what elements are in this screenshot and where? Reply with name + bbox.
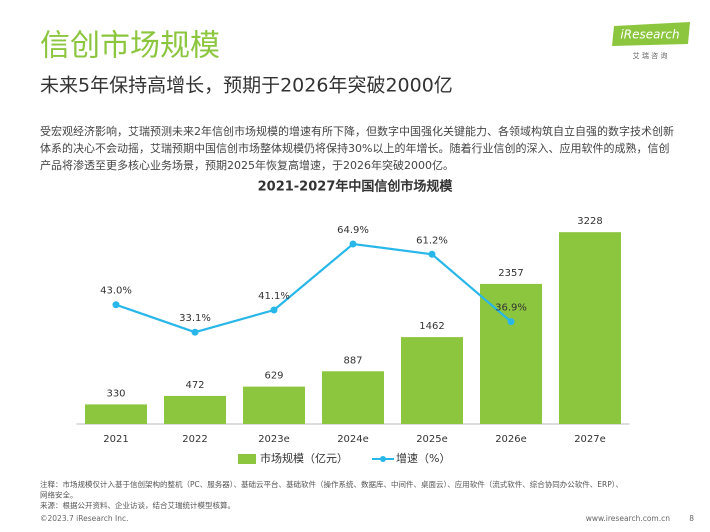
bar-value-label: 3228	[577, 216, 602, 227]
bar-value-label: 629	[264, 371, 283, 382]
x-tick-label: 2023e	[258, 434, 290, 445]
line-value-label: 43.0%	[100, 286, 132, 297]
chart-title: 2021-2027年中国信创市场规模	[258, 179, 454, 195]
bar	[164, 395, 226, 424]
bar	[322, 371, 384, 424]
x-tick-label: 2026e	[495, 434, 527, 445]
line-point	[112, 301, 120, 309]
line-point	[507, 318, 515, 326]
note-text: 网络安全。	[40, 490, 78, 500]
legend-label: 市场规模（亿元）	[260, 451, 348, 465]
line-value-label: 61.2%	[416, 235, 448, 246]
legend-swatch	[380, 456, 386, 462]
legend-label: 增速（%）	[396, 451, 450, 465]
note-text: 注释：市场规模仅计入基于信创架构的整机（PC、服务器）、基础云平台、基础软件（操…	[40, 479, 623, 489]
footer-copyright: ©2023.7 iResearch Inc.	[40, 514, 128, 523]
bar	[243, 386, 305, 424]
line-value-label: 41.1%	[258, 291, 290, 302]
x-tick-label: 2024e	[337, 434, 369, 445]
body-text: 受宏观经济影响，艾瑞预测未来2年信创市场规模的增速有所下降，但数字中国强化关键能…	[40, 124, 674, 138]
line-value-label: 36.9%	[495, 303, 527, 314]
bar	[85, 404, 147, 424]
logo-brand: iResearch	[620, 28, 679, 42]
bar-value-label: 1462	[419, 321, 444, 332]
page-subtitle: 未来5年保持高增长，预期于2026年突破2000亿	[40, 75, 453, 97]
x-tick-label: 2022	[182, 434, 207, 445]
bar-value-label: 330	[106, 388, 125, 399]
body-text: 体系的决心不会动摇，艾瑞预期中国信创市场整体规模仍将保持30%以上的年增长。随着…	[40, 141, 669, 155]
bar-value-label: 472	[185, 380, 204, 391]
line-value-label: 64.9%	[337, 225, 369, 236]
footer-url: www.iresearch.com.cn	[586, 514, 671, 523]
bar	[401, 337, 463, 424]
x-tick-label: 2021	[103, 434, 128, 445]
note-text: 来源：根据公开资料、企业访谈，结合艾瑞统计模型核算。	[40, 500, 235, 510]
line-point	[349, 240, 357, 248]
logo-tagline: 艾 瑞 咨 询	[633, 51, 668, 60]
legend-swatch	[238, 454, 256, 464]
x-tick-label: 2025e	[416, 434, 448, 445]
line-point	[270, 306, 278, 314]
bar	[480, 283, 542, 424]
line-point	[191, 328, 199, 336]
line-point	[428, 250, 436, 258]
page-title: 信创市场规模	[40, 29, 220, 64]
x-tick-label: 2027e	[574, 434, 606, 445]
bar-value-label: 2357	[498, 268, 523, 279]
body-text: 产品将渗透至更多核心业务场景，预期2025年恢复高增速，于2026年突破2000…	[40, 158, 454, 172]
bar	[559, 232, 621, 424]
line	[115, 242, 512, 334]
logo-badge	[612, 22, 690, 46]
bar-value-label: 887	[343, 355, 362, 366]
line-value-label: 33.1%	[179, 313, 211, 324]
page-number: 8	[689, 514, 694, 523]
